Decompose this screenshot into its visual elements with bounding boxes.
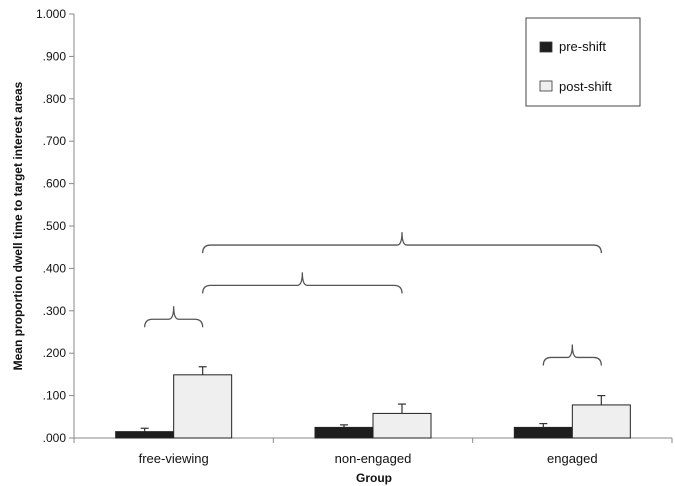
y-axis-label: Mean proportion dwell time to target int… <box>11 81 25 370</box>
y-tick-label: .100 <box>43 389 67 403</box>
y-tick-label: .700 <box>43 134 67 148</box>
error-bars <box>140 366 606 432</box>
x-categories: free-viewing non-engaged engaged <box>73 438 673 466</box>
y-ticks: .000 .100 .200 .300 .400 .500 .600 .700 .800 .900… <box>36 7 74 445</box>
y-tick-label: .900 <box>43 49 67 63</box>
comparison-bracket <box>202 232 602 254</box>
comparison-brackets <box>144 232 602 366</box>
y-tick-label: .300 <box>43 304 67 318</box>
x-category-label: non-engaged <box>335 451 412 466</box>
y-tick-label: .500 <box>43 219 67 233</box>
y-tick-label: .800 <box>43 92 67 106</box>
y-tick-label: .400 <box>43 261 67 275</box>
x-category-label: engaged <box>547 451 598 466</box>
legend-swatch-pre-shift <box>539 41 553 53</box>
bar-post-shift-engaged <box>571 404 631 439</box>
bars <box>115 374 631 439</box>
comparison-bracket <box>202 272 403 294</box>
y-tick-label: 1.000 <box>36 7 66 21</box>
legend: pre-shift post-shift <box>525 17 641 107</box>
legend-swatch-post-shift <box>539 80 553 92</box>
bar-pre-shift-free-viewing <box>115 431 175 439</box>
x-category-label: free-viewing <box>139 451 209 466</box>
comparison-bracket <box>542 344 602 366</box>
y-tick-label: .600 <box>43 177 67 191</box>
y-tick-label: .000 <box>43 431 67 445</box>
comparison-bracket <box>144 306 204 328</box>
y-tick-label: .200 <box>43 346 67 360</box>
bar-pre-shift-engaged <box>513 426 573 439</box>
x-axis-label: Group <box>356 471 392 485</box>
legend-label-post-shift: post-shift <box>559 79 612 94</box>
bar-pre-shift-non-engaged <box>314 426 374 439</box>
bar-post-shift-free-viewing <box>173 374 233 439</box>
bar-post-shift-non-engaged <box>372 412 432 439</box>
legend-label-pre-shift: pre-shift <box>559 39 606 54</box>
